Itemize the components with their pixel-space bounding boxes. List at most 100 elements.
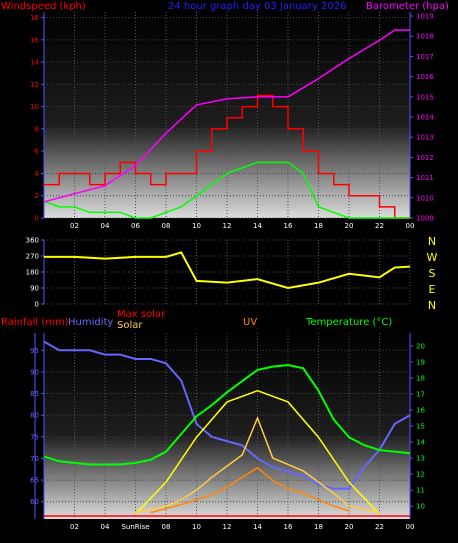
temperature-line xyxy=(43,364,411,466)
y-tick-label: 80 xyxy=(30,412,39,420)
y-tick-label: 0 xyxy=(35,301,39,309)
direction-ticks: 0 90 180 270 360 xyxy=(26,237,44,309)
x-tick-label: 00 xyxy=(406,222,415,230)
y-right-tick-label: 1011 xyxy=(416,174,434,182)
y-right-tick-label: 15 xyxy=(416,423,425,431)
barometer-line xyxy=(43,29,410,203)
y-right-tick-label: 1014 xyxy=(416,114,434,122)
direction-panel-series xyxy=(44,251,411,290)
y-right-tick-label: 10 xyxy=(416,503,425,511)
wind-panel-xticks: 02 04 06 08 10 12 14 16 18 20 22 00 xyxy=(70,222,414,230)
gust-line xyxy=(43,161,410,219)
x-tick-label: 08 xyxy=(162,523,171,531)
x-tick-label: 06 xyxy=(131,222,140,230)
temp-panel-grid xyxy=(44,333,411,519)
uv-legend: UV xyxy=(243,317,257,328)
y-tick-label: 6 xyxy=(35,148,40,156)
y-tick-label: 75 xyxy=(30,433,39,441)
y-right-tick-label: 13 xyxy=(416,455,425,463)
x-tick-label: 08 xyxy=(162,222,171,230)
y-tick-label: 360 xyxy=(26,237,39,245)
x-tick-label: 04 xyxy=(101,222,110,230)
x-tick-label: 00 xyxy=(406,523,415,531)
y-tick-label: 65 xyxy=(30,477,39,485)
chart-title: 24 hour graph day 03 January 2026 xyxy=(168,1,346,12)
y-tick-label: 270 xyxy=(26,253,39,261)
humidity-axis-title: Humidity xyxy=(68,317,113,328)
y-tick-label: 10 xyxy=(30,103,39,111)
y-right-tick-label: 1016 xyxy=(416,73,434,81)
y-tick-label: 12 xyxy=(30,81,39,89)
rainfall-axis-title: Rainfall (mm) xyxy=(1,317,69,328)
x-tick-label: SunRise xyxy=(121,523,149,531)
compass-letter: W xyxy=(427,251,438,264)
compass-letter: N xyxy=(428,299,436,312)
y-right-tick-label: 14 xyxy=(416,439,425,447)
x-tick-label: 16 xyxy=(284,523,293,531)
x-tick-label: 20 xyxy=(345,523,354,531)
y-tick-label: 2 xyxy=(35,192,39,200)
x-tick-label: 12 xyxy=(223,222,232,230)
y-tick-label: 180 xyxy=(26,269,39,277)
humidity-line xyxy=(43,340,411,490)
y-right-tick-label: 19 xyxy=(416,358,425,366)
barometer-axis-title: Barometer (hpa) xyxy=(366,1,449,12)
y-tick-label: 16 xyxy=(30,36,39,44)
y-tick-label: 90 xyxy=(30,285,39,293)
windspeed-axis-title: Windspeed (kph) xyxy=(1,1,86,12)
x-tick-label: 14 xyxy=(253,523,262,531)
y-right-tick-label: 17 xyxy=(416,390,425,398)
y-tick-label: 95 xyxy=(30,347,39,355)
x-tick-label: 22 xyxy=(375,523,384,531)
humidity-ticks: 60 65 70 75 80 85 90 95 xyxy=(30,347,44,506)
y-tick-label: 70 xyxy=(30,455,39,463)
temp-panel-series xyxy=(43,340,411,517)
direction-panel-grid xyxy=(44,239,411,305)
y-right-tick-label: 18 xyxy=(416,374,425,382)
y-tick-label: 0 xyxy=(35,215,39,223)
y-tick-label: 14 xyxy=(30,59,39,67)
temperature-ticks: 10 11 12 13 14 15 16 17 18 19 20 xyxy=(410,342,425,511)
x-tick-label: 04 xyxy=(101,523,110,531)
y-right-tick-label: 1010 xyxy=(416,194,434,202)
y-tick-label: 90 xyxy=(30,368,39,376)
windspeed-ticks: 0 2 4 6 8 10 12 14 16 18 xyxy=(30,14,44,223)
y-right-tick-label: 1015 xyxy=(416,93,434,101)
y-right-tick-label: 16 xyxy=(416,406,425,414)
y-tick-label: 8 xyxy=(35,125,39,133)
x-tick-label: 10 xyxy=(192,222,201,230)
y-right-tick-label: 1009 xyxy=(416,215,434,223)
y-right-tick-label: 20 xyxy=(416,342,425,350)
maxsolar-legend: Max solar xyxy=(117,309,166,320)
x-tick-label: 20 xyxy=(345,222,354,230)
compass-letter: S xyxy=(429,267,436,280)
temperature-axis-title: Temperature (°C) xyxy=(305,317,392,328)
y-tick-label: 60 xyxy=(30,498,39,506)
compass-letter: N xyxy=(428,235,436,248)
y-right-tick-label: 1012 xyxy=(416,154,434,162)
windspeed-line xyxy=(44,94,410,219)
solar-legend: Solar xyxy=(117,320,143,331)
x-tick-label: 18 xyxy=(314,222,323,230)
y-tick-label: 18 xyxy=(30,14,39,22)
y-right-tick-label: 1018 xyxy=(416,33,434,41)
x-tick-label: 02 xyxy=(70,222,79,230)
solar-line xyxy=(135,415,380,514)
y-right-tick-label: 1019 xyxy=(416,13,434,21)
x-tick-label: 16 xyxy=(284,222,293,230)
x-tick-label: 02 xyxy=(70,523,79,531)
wind-panel-series xyxy=(43,29,410,219)
y-tick-label: 85 xyxy=(30,390,39,398)
x-tick-label: 14 xyxy=(253,222,262,230)
x-tick-label: 18 xyxy=(314,523,323,531)
y-right-tick-label: 1017 xyxy=(416,53,434,61)
temp-panel-xticks: 02 04 SunRise 08 10 12 14 16 18 20 22 00 xyxy=(70,523,414,531)
uv-line xyxy=(150,466,350,514)
barometer-ticks: 1009 1010 1011 1012 1013 1014 1015 1016 1017 1018… xyxy=(410,13,434,223)
y-right-tick-label: 11 xyxy=(416,487,425,495)
y-right-tick-label: 1013 xyxy=(416,134,434,142)
compass-letter: E xyxy=(429,283,436,296)
maxsolar-line xyxy=(134,389,381,515)
